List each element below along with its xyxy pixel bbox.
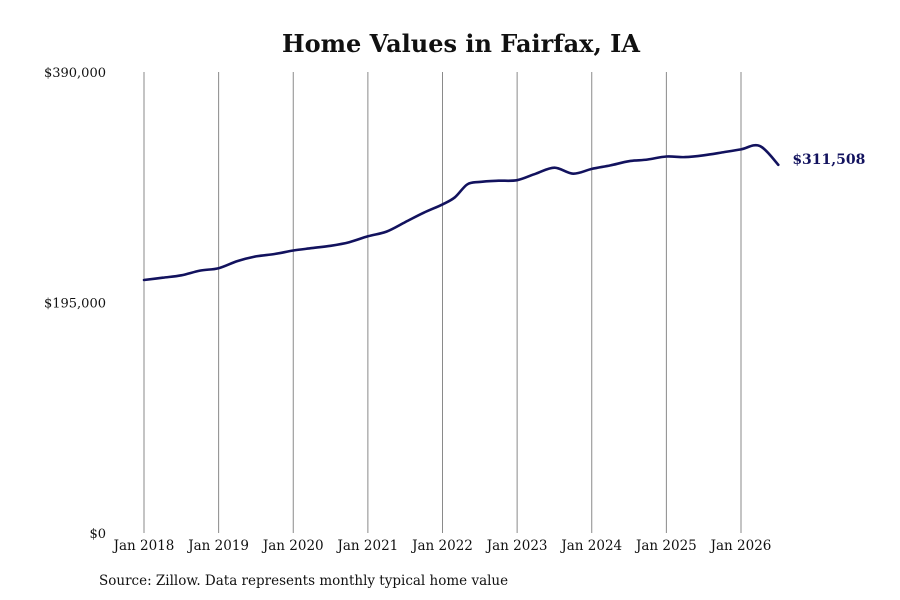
source-note: Source: Zillow. Data represents monthly … xyxy=(99,573,509,589)
x-tick-label: Jan 2026 xyxy=(709,538,772,554)
chart-title: Home Values in Fairfax, IA xyxy=(282,29,640,58)
y-tick-label: $0 xyxy=(89,527,106,542)
x-tick-label: Jan 2021 xyxy=(335,538,398,554)
y-axis-tick-labels: $0 $195,000 $390,000 xyxy=(44,66,106,542)
x-tick-label: Jan 2019 xyxy=(186,538,249,554)
series-line-home-value xyxy=(142,143,780,282)
end-value-label: $311,508 xyxy=(792,152,865,168)
y-tick-label: $390,000 xyxy=(44,66,106,81)
x-tick-label: Jan 2022 xyxy=(410,538,473,554)
x-axis-tick-labels: Jan 2018 Jan 2019 Jan 2020 Jan 2021 Jan 2022… xyxy=(112,538,772,554)
x-tick-label: Jan 2020 xyxy=(261,538,324,554)
x-tick-label: Jan 2025 xyxy=(634,538,697,554)
vertical-gridlines xyxy=(143,72,742,533)
x-tick-label: Jan 2018 xyxy=(112,538,175,554)
x-tick-label: Jan 2024 xyxy=(559,538,622,554)
y-tick-label: $195,000 xyxy=(44,297,106,312)
x-tick-label: Jan 2023 xyxy=(485,538,548,554)
